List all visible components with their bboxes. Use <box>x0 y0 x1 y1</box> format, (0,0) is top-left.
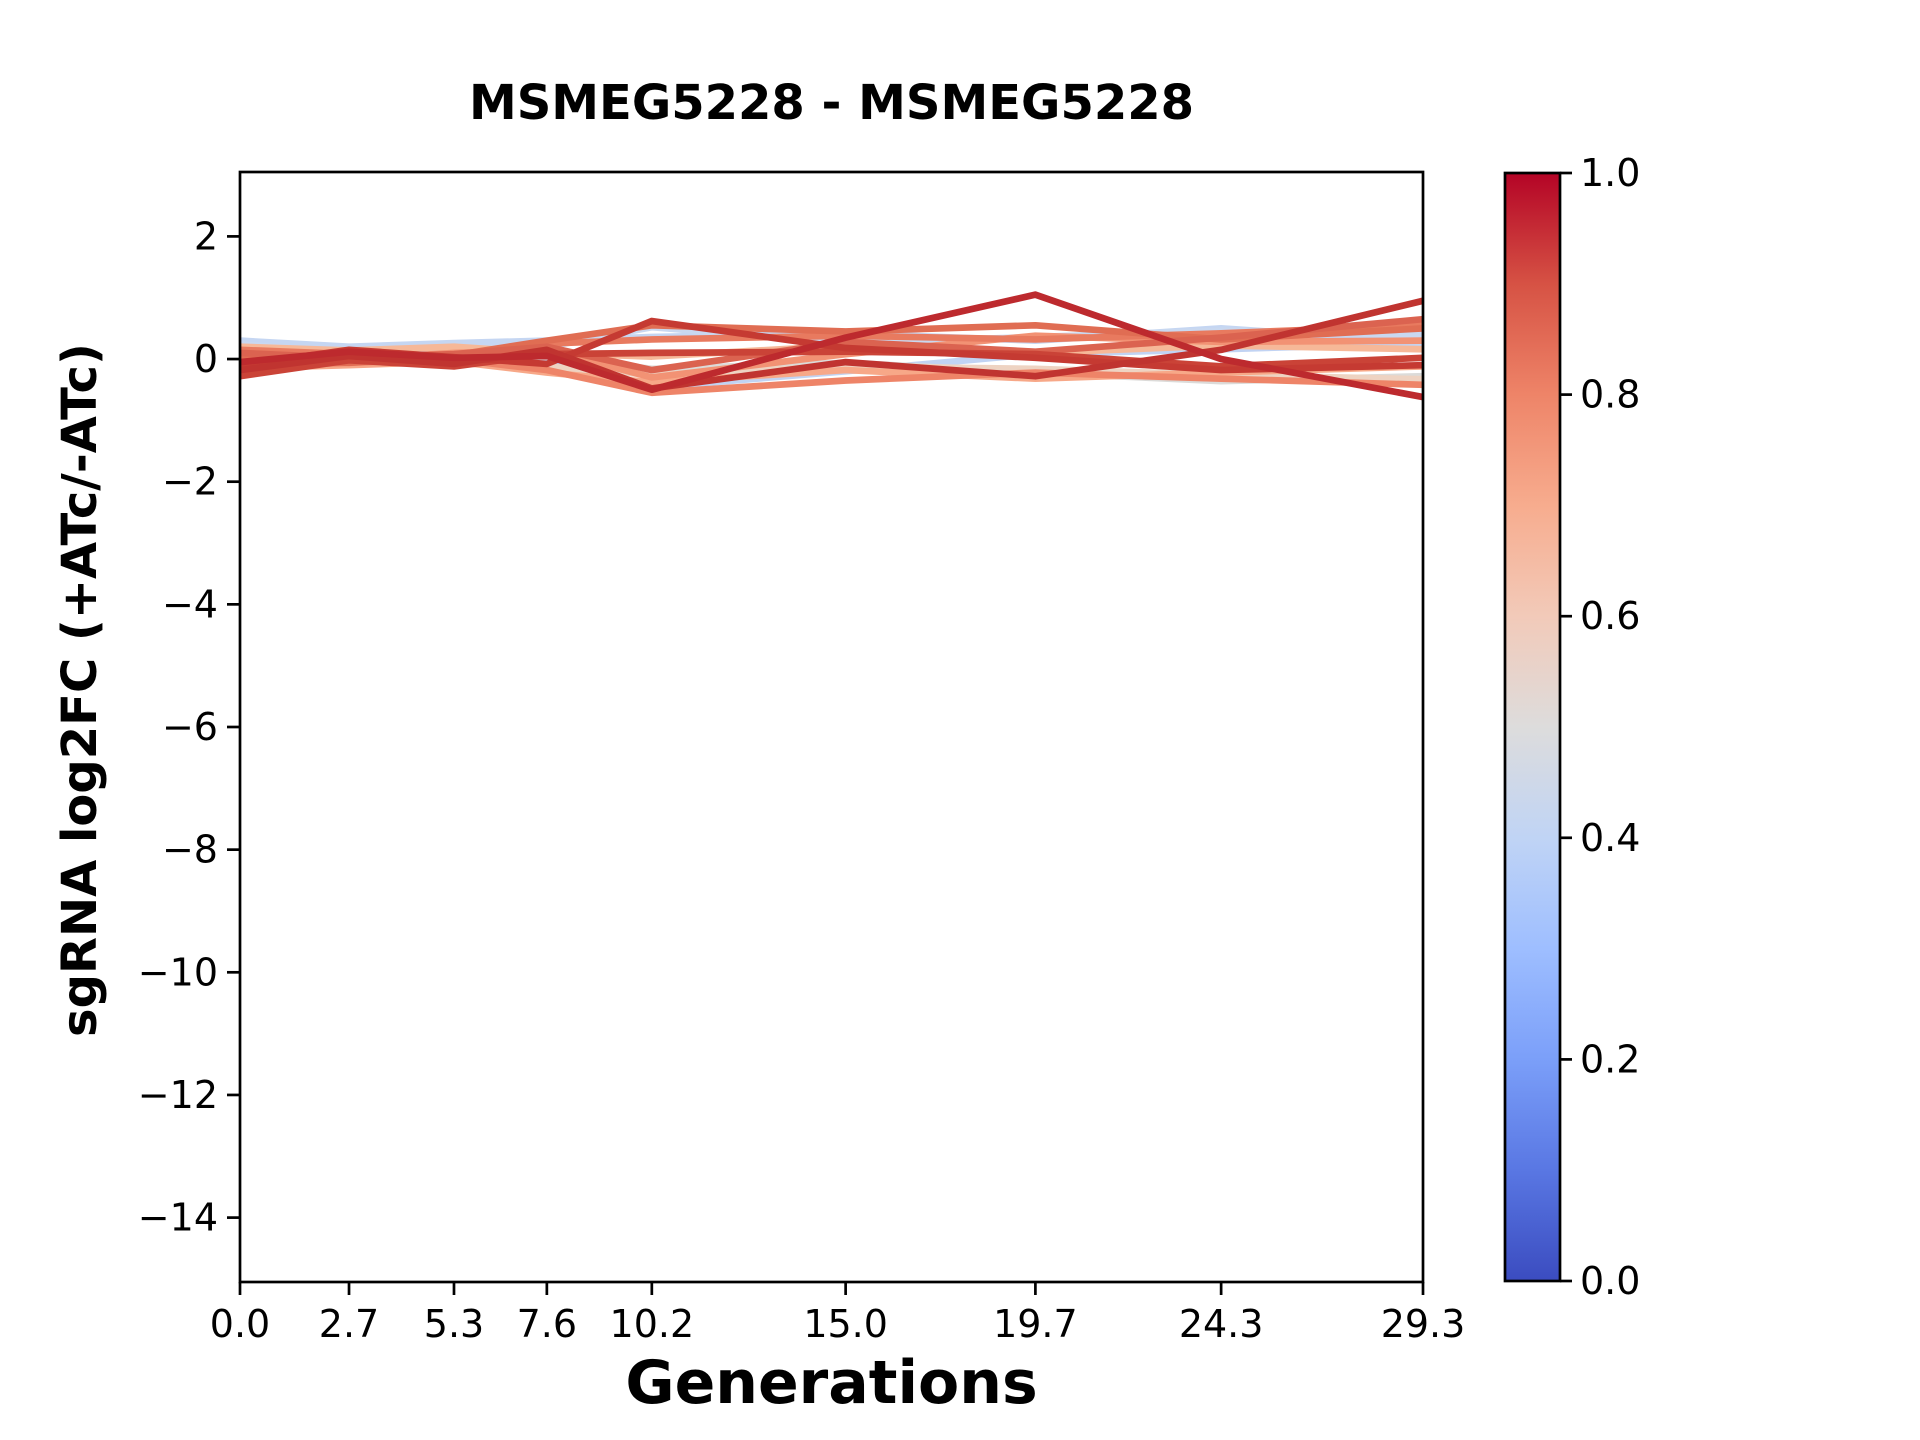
y-axis: 2 0 −2 −4 −6 −8 −10 −12 −14 <box>138 214 240 1240</box>
colorbar-tick-label: 0.2 <box>1580 1037 1640 1081</box>
sgrna-line-13 <box>240 348 1423 380</box>
colorbar-tick-label: 1.0 <box>1580 151 1640 195</box>
y-tick-label: −14 <box>138 1196 218 1240</box>
y-tick-label: −12 <box>138 1073 218 1117</box>
y-tick-label: 0 <box>194 337 218 381</box>
x-tick-label: 0.0 <box>210 1302 270 1346</box>
y-tick-label: −6 <box>162 705 218 749</box>
series-lines <box>240 291 1423 401</box>
colorbar-gradient <box>1503 171 1562 1283</box>
colorbar-tick-label: 0.8 <box>1580 373 1640 417</box>
y-tick-label: 2 <box>194 214 218 258</box>
x-tick-label: 5.3 <box>424 1302 484 1346</box>
x-axis: 0.0 2.7 5.3 7.6 10.2 15.0 19.7 24.3 29.3 <box>210 1282 1466 1346</box>
colorbar-tick-label: 0.6 <box>1580 594 1640 638</box>
y-tick-label: −8 <box>162 828 218 872</box>
x-tick-label: 10.2 <box>610 1302 695 1346</box>
x-axis-label: Generations <box>625 1348 1038 1418</box>
sgrna-line-16 <box>240 291 1423 401</box>
y-tick-label: −10 <box>138 950 218 994</box>
x-tick-label: 29.3 <box>1381 1302 1466 1346</box>
chart-title: MSMEG5228 - MSMEG5228 <box>468 75 1195 131</box>
y-axis-label: sgRNA log2FC (+ATc/-ATc) <box>52 343 108 1037</box>
y-tick-label: −2 <box>162 460 218 504</box>
colorbar-tick-label: 0.0 <box>1580 1259 1640 1303</box>
x-tick-label: 15.0 <box>803 1302 888 1346</box>
x-tick-label: 7.6 <box>517 1302 577 1346</box>
x-tick-label: 24.3 <box>1179 1302 1264 1346</box>
x-tick-label: 19.7 <box>993 1302 1078 1346</box>
x-tick-label: 2.7 <box>319 1302 379 1346</box>
y-tick-label: −4 <box>162 582 218 626</box>
colorbar-tick-label: 0.4 <box>1580 816 1640 860</box>
colorbar: 0.0 0.2 0.4 0.6 0.8 1.0 <box>1503 151 1640 1303</box>
